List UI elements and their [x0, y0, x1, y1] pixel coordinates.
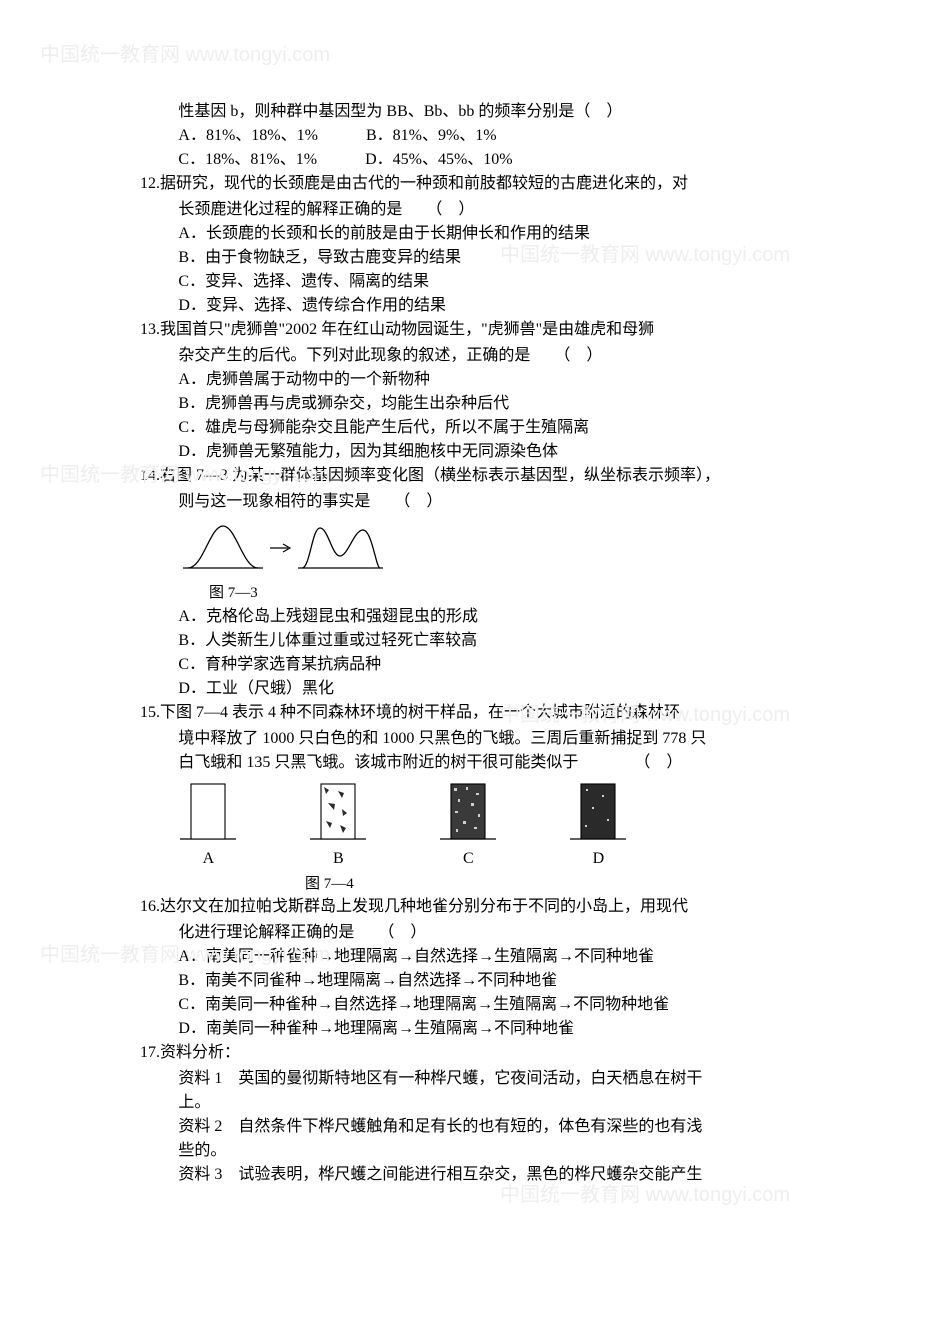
- q16-opt-d: D．南美同一种雀种→地理隔离→生殖隔离→不同种地雀: [140, 1017, 830, 1041]
- q12-stem-line1: 据研究，现代的长颈鹿是由古代的一种颈和前肢都较短的古鹿进化来的，对: [160, 175, 688, 192]
- fig-7-4: A B C: [140, 781, 830, 871]
- q12-opt-d: D．变异、选择、遗传综合作用的结果: [140, 294, 830, 318]
- q14-stem-line1: 右图 7—3 为某一群体基因频率变化图（横坐标表示基因型，纵坐标表示频率），: [160, 467, 720, 484]
- q13-opt-b: B．虎狮兽再与虎或狮杂交，均能生出杂种后代: [140, 392, 830, 416]
- q12-opt-b: B．由于食物缺乏，导致古鹿变异的结果: [140, 246, 830, 270]
- q13-stem-line2: 杂交产生的后代。下列对此现象的叙述，正确的是 （ ）: [140, 344, 830, 368]
- q14-stem: 14.右图 7—3 为某一群体基因频率变化图（横坐标表示基因型，纵坐标表示频率）…: [140, 464, 830, 488]
- q17-material-1a: 资料 1 英国的曼彻斯特地区有一种桦尺蠖，它夜间活动，白天栖息在树干: [140, 1067, 830, 1091]
- q16-opt-b: B．南美不同雀种→地理隔离→自然选择→不同种地雀: [140, 969, 830, 993]
- q17-stem-text: 资料分析：: [160, 1044, 240, 1061]
- tree-c-label: C: [463, 847, 474, 871]
- q14-stem-line2: 则与这一现象相符的事实是 （ ）: [140, 490, 830, 514]
- q12-number: 12.: [140, 175, 160, 192]
- fig-7-3-caption: 图 7—3: [140, 582, 830, 605]
- q16-opt-c: C．南美同一种雀种→自然选择→地理隔离→生殖隔离→不同物种地雀: [140, 993, 830, 1017]
- q11-opt-c: C．18%、81%、1%: [178, 151, 317, 168]
- q16-stem-line2: 化进行理论解释正确的是 （ ）: [140, 921, 830, 945]
- q17-stem: 17.资料分析：: [140, 1041, 830, 1065]
- q15-stem-line3: 白飞蛾和 135 只黑飞蛾。该城市附近的树干很可能类似于 （ ）: [140, 751, 830, 775]
- q13-opt-c: C．雄虎与母狮能杂交且能产生后代，所以不属于生殖隔离: [140, 416, 830, 440]
- q15-stem-line2: 境中释放了 1000 只白色的和 1000 只黑色的飞蛾。三周后重新捕捉到 77…: [140, 727, 830, 751]
- q14-number: 14.: [140, 467, 160, 484]
- q12-stem-line2: 长颈鹿进化过程的解释正确的是 （ ）: [140, 198, 830, 222]
- q11-options-row2: C．18%、81%、1% D．45%、45%、10%: [140, 148, 830, 172]
- q11-opt-b: B．81%、9%、1%: [366, 127, 497, 144]
- q15-stem: 15.下图 7—4 表示 4 种不同森林环境的树干样品，在一个大城市附近的森林环: [140, 701, 830, 725]
- tree-sample-c: C: [438, 781, 498, 871]
- tree-b-label: B: [333, 847, 344, 871]
- tree-sample-b: B: [308, 781, 368, 871]
- q12-opt-a: A．长颈鹿的长颈和长的前肢是由于长期伸长和作用的结果: [140, 222, 830, 246]
- q17-material-2b: 些的。: [140, 1139, 830, 1163]
- q16-number: 16.: [140, 898, 160, 915]
- q13-opt-a: A．虎狮兽属于动物中的一个新物种: [140, 368, 830, 392]
- q13-number: 13.: [140, 321, 160, 338]
- q13-opt-d: D．虎狮兽无繁殖能力，因为其细胞核中无同源染色体: [140, 440, 830, 464]
- q13-stem-line1: 我国首只"虎狮兽"2002 年在红山动物园诞生，"虎狮兽"是由雄虎和母狮: [160, 321, 654, 338]
- q12-opt-c: C．变异、选择、遗传、隔离的结果: [140, 270, 830, 294]
- tree-sample-d: D: [568, 781, 628, 871]
- fig-7-4-caption: 图 7—4: [140, 873, 830, 896]
- tree-a-label: A: [203, 847, 215, 871]
- fig-7-3: [140, 518, 830, 578]
- q11-options-row1: A．81%、18%、1% B．81%、9%、1%: [140, 124, 830, 148]
- q14-opt-d: D．工业（尺蛾）黑化: [140, 677, 830, 701]
- q12-stem: 12.据研究，现代的长颈鹿是由古代的一种颈和前肢都较短的古鹿进化来的，对: [140, 172, 830, 196]
- q15-stem-line1: 下图 7—4 表示 4 种不同森林环境的树干样品，在一个大城市附近的森林环: [160, 704, 680, 721]
- q13-stem: 13.我国首只"虎狮兽"2002 年在红山动物园诞生，"虎狮兽"是由雄虎和母狮: [140, 318, 830, 342]
- q11-stem-tail: 性基因 b，则种群中基因型为 BB、Bb、bb 的频率分别是（ ）: [140, 100, 830, 124]
- q17-material-2a: 资料 2 自然条件下桦尺蠖触角和足有长的也有短的，体色有深些的也有浅: [140, 1115, 830, 1139]
- q15-number: 15.: [140, 704, 160, 721]
- q16-stem: 16.达尔文在加拉帕戈斯群岛上发现几种地雀分别分布于不同的小岛上，用现代: [140, 895, 830, 919]
- gene-frequency-diagram: [178, 518, 388, 578]
- tree-sample-a: A: [178, 781, 238, 871]
- watermark: 中国统一教育网 www.tongyi.com: [40, 40, 330, 70]
- q14-opt-a: A．克格伦岛上残翅昆虫和强翅昆虫的形成: [140, 605, 830, 629]
- q14-opt-c: C．育种学家选育某抗病品种: [140, 653, 830, 677]
- tree-d-label: D: [593, 847, 605, 871]
- q16-stem-line1: 达尔文在加拉帕戈斯群岛上发现几种地雀分别分布于不同的小岛上，用现代: [160, 898, 688, 915]
- q14-opt-b: B．人类新生儿体重过重或过轻死亡率较高: [140, 629, 830, 653]
- q11-opt-d: D．45%、45%、10%: [365, 151, 513, 168]
- q17-number: 17.: [140, 1044, 160, 1061]
- exam-page: 中国统一教育网 www.tongyi.com 中国统一教育网 www.tongy…: [0, 0, 950, 1344]
- q17-material-1b: 上。: [140, 1091, 830, 1115]
- q11-opt-a: A．81%、18%、1%: [178, 127, 318, 144]
- q16-opt-a: A．南美同一种雀种→地理隔离→自然选择→生殖隔离→不同种地雀: [140, 945, 830, 969]
- q17-material-3a: 资料 3 试验表明，桦尺蠖之间能进行相互杂交，黑色的桦尺蠖杂交能产生: [140, 1163, 830, 1187]
